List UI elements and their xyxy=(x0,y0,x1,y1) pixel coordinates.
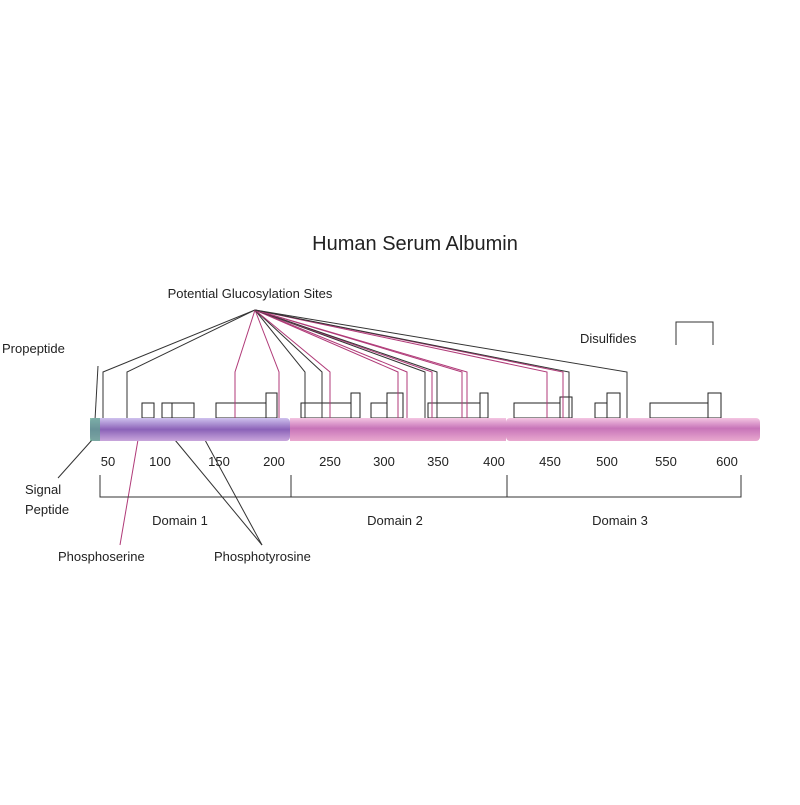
position-label: 250 xyxy=(319,454,341,469)
signal-segment xyxy=(90,418,100,441)
disulfides xyxy=(102,309,722,419)
phosphotyrosine-label: Phosphotyrosine xyxy=(214,549,311,564)
position-label: 50 xyxy=(101,454,115,469)
glucosylation-line xyxy=(254,309,331,418)
disulfide-bond xyxy=(479,392,489,419)
disulfide-bond xyxy=(370,402,388,419)
disulfide-bond xyxy=(606,392,621,419)
position-label: 200 xyxy=(263,454,285,469)
title: Human Serum Albumin xyxy=(312,233,518,255)
positions: 50 100 150 200 250 300 350 400 450 500 550 600 xyxy=(101,454,738,469)
glucosylation-line xyxy=(234,309,256,418)
glucosylation-line xyxy=(254,309,280,418)
position-label: 300 xyxy=(373,454,395,469)
glucosylation-line xyxy=(126,309,256,418)
connector xyxy=(204,439,263,546)
disulfide-bond xyxy=(513,402,561,419)
disulfide-bond xyxy=(300,402,352,419)
position-label: 400 xyxy=(483,454,505,469)
glucosylation-line xyxy=(254,309,306,418)
propeptide-label: Propeptide xyxy=(2,341,65,356)
disulfide-bond xyxy=(386,392,404,419)
bar-domain-1 xyxy=(90,418,290,441)
disulfide-bond xyxy=(141,402,155,419)
position-label: 550 xyxy=(655,454,677,469)
bar-domain-2 xyxy=(290,418,506,441)
position-label: 450 xyxy=(539,454,561,469)
domain-label: Domain 2 xyxy=(367,513,423,528)
glucosylation-line xyxy=(102,309,256,418)
disulfide-bond xyxy=(171,402,195,419)
glucosylation-line xyxy=(254,309,438,418)
domain-brackets xyxy=(99,475,742,498)
connectors xyxy=(57,365,263,546)
disulfide-bond xyxy=(707,392,722,419)
connector xyxy=(119,427,141,546)
disulfide-legend xyxy=(675,321,714,345)
position-label: 100 xyxy=(149,454,171,469)
glucosylation-line xyxy=(254,309,408,418)
signal-label: Peptide xyxy=(25,502,69,517)
disulfides-label: Disulfides xyxy=(580,331,637,346)
domain-label: Domain 1 xyxy=(152,513,208,528)
phosphoserine-label: Phosphoserine xyxy=(58,549,145,564)
disulfide-bond xyxy=(594,402,608,419)
glucosylation-line xyxy=(254,309,628,418)
glucosylation-line xyxy=(254,309,468,418)
disulfide-bond xyxy=(215,402,267,419)
signal-label: Signal xyxy=(25,482,61,497)
disulfide-bond xyxy=(649,402,709,419)
bar-domain-3 xyxy=(506,418,760,441)
disulfide-bond xyxy=(427,402,481,419)
position-label: 500 xyxy=(596,454,618,469)
disulfide-bond xyxy=(161,402,173,419)
glucosylation-line xyxy=(254,309,426,418)
position-label: 150 xyxy=(208,454,230,469)
glucosylation-line xyxy=(254,309,323,418)
domain-label: Domain 3 xyxy=(592,513,648,528)
glucosylation-line xyxy=(254,309,570,418)
disulfide-bond xyxy=(559,396,573,419)
disulfide-bond xyxy=(265,392,278,419)
position-label: 600 xyxy=(716,454,738,469)
glucosylation-line xyxy=(254,309,399,418)
position-label: 350 xyxy=(427,454,449,469)
connector xyxy=(94,365,99,421)
connector xyxy=(57,439,93,479)
domains: Domain 1 Domain 2 Domain 3 xyxy=(152,513,648,528)
disulfide-bond xyxy=(350,392,361,419)
glucosylation-line xyxy=(254,309,548,418)
connector xyxy=(174,439,263,546)
glucosylation-label: Potential Glucosylation Sites xyxy=(168,286,333,301)
glucosylation-line xyxy=(254,309,433,418)
